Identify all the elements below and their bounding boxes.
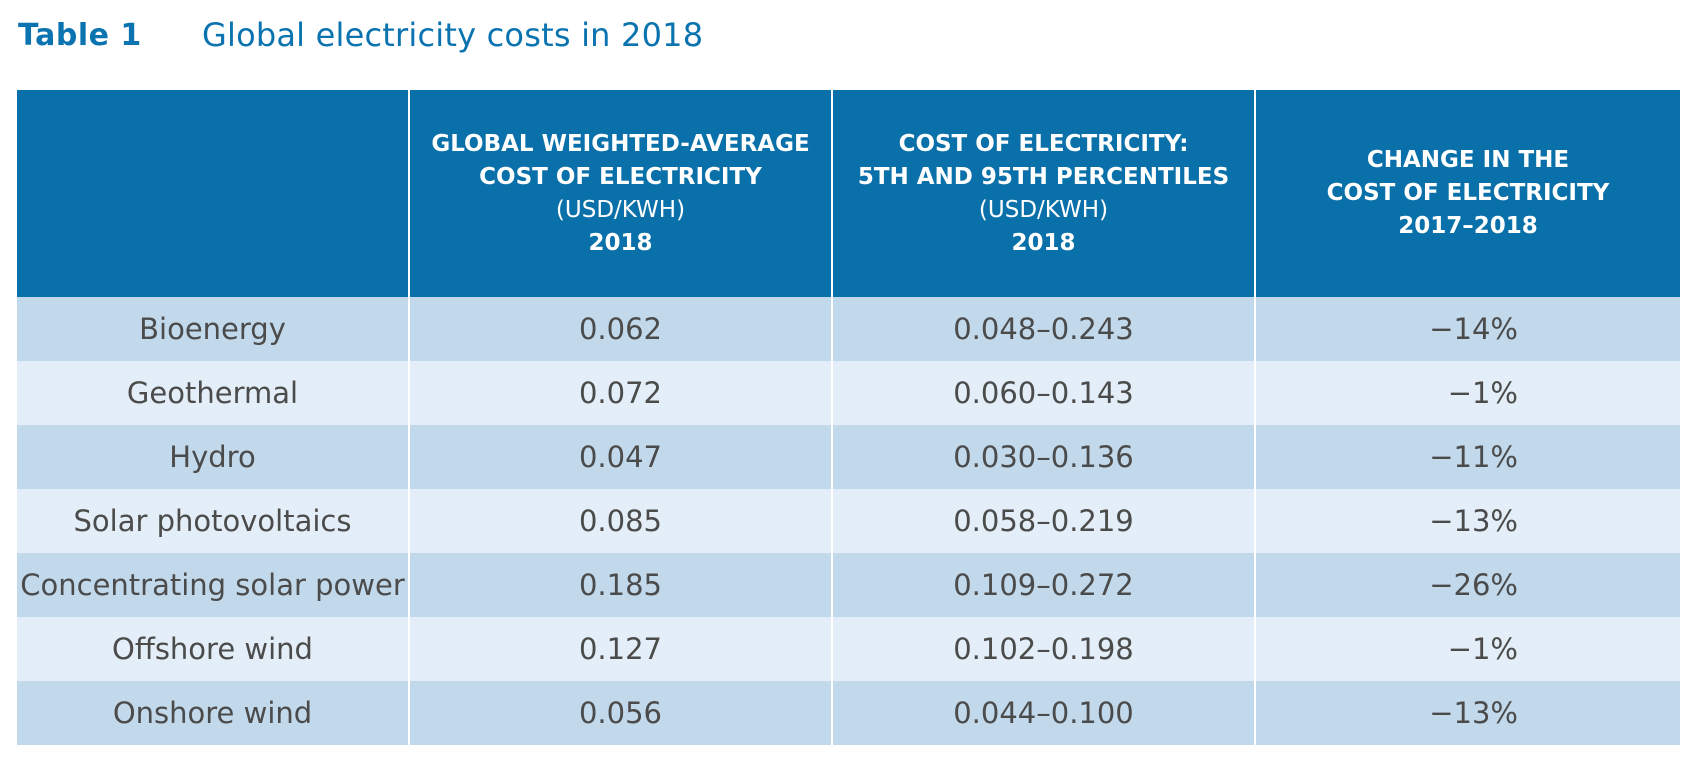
cell-change: −26%: [1254, 553, 1680, 617]
header-percentiles-unit: (USD/KWH): [978, 196, 1109, 223]
cell-change: −1%: [1254, 361, 1680, 425]
change-value: −14%: [1429, 312, 1518, 346]
header-change-line1: CHANGE IN THE: [1366, 147, 1570, 173]
cell-technology: Offshore wind: [17, 617, 409, 681]
table-row: Geothermal 0.072 0.060–0.143 −1%: [17, 361, 1680, 425]
cell-technology: Bioenergy: [17, 297, 409, 361]
header-percentiles: COST OF ELECTRICITY: 5TH AND 95TH PERCEN…: [831, 90, 1255, 297]
table-title-bar: Table 1 Global electricity costs in 2018: [18, 10, 703, 60]
change-value: −26%: [1429, 568, 1518, 602]
header-weighted-average-year: 2018: [588, 229, 653, 256]
cell-change: −13%: [1254, 681, 1680, 745]
header-weighted-average-line1: GLOBAL WEIGHTED-AVERAGE: [431, 130, 810, 157]
table-body: Bioenergy 0.062 0.048–0.243 −14% Geother…: [17, 297, 1680, 745]
cell-change: −1%: [1254, 617, 1680, 681]
table-row: Bioenergy 0.062 0.048–0.243 −14%: [17, 297, 1680, 361]
table-header: GLOBAL WEIGHTED-AVERAGE COST OF ELECTRIC…: [17, 90, 1680, 297]
change-value: −11%: [1429, 440, 1518, 474]
cell-technology: Geothermal: [17, 361, 409, 425]
cell-average: 0.085: [408, 489, 832, 553]
header-technology: [17, 90, 409, 297]
change-value: −1%: [1447, 376, 1518, 410]
header-percentiles-line1: COST OF ELECTRICITY:: [898, 130, 1189, 157]
cell-average: 0.127: [408, 617, 832, 681]
header-percentiles-line2: 5TH AND 95TH PERCENTILES: [857, 163, 1230, 190]
cell-range: 0.109–0.272: [831, 553, 1255, 617]
cell-average: 0.062: [408, 297, 832, 361]
cell-range: 0.048–0.243: [831, 297, 1255, 361]
cell-change: −13%: [1254, 489, 1680, 553]
change-value: −13%: [1429, 696, 1518, 730]
cell-range: 0.058–0.219: [831, 489, 1255, 553]
electricity-costs-table: GLOBAL WEIGHTED-AVERAGE COST OF ELECTRIC…: [17, 90, 1680, 745]
cell-technology: Hydro: [17, 425, 409, 489]
table-number-label: Table 1: [18, 17, 142, 53]
table-row: Onshore wind 0.056 0.044–0.100 −13%: [17, 681, 1680, 745]
cell-change: −11%: [1254, 425, 1680, 489]
header-change-line3: 2017–2018: [1398, 213, 1538, 239]
cell-technology: Solar photovoltaics: [17, 489, 409, 553]
cell-change: −14%: [1254, 297, 1680, 361]
cell-range: 0.030–0.136: [831, 425, 1255, 489]
cell-average: 0.047: [408, 425, 832, 489]
change-value: −13%: [1429, 504, 1518, 538]
table-row: Concentrating solar power 0.185 0.109–0.…: [17, 553, 1680, 617]
header-row: GLOBAL WEIGHTED-AVERAGE COST OF ELECTRIC…: [17, 90, 1680, 297]
header-weighted-average-line2: COST OF ELECTRICITY: [479, 163, 762, 190]
table-row: Hydro 0.047 0.030–0.136 −11%: [17, 425, 1680, 489]
header-change-line2: COST OF ELECTRICITY: [1326, 180, 1610, 206]
table-row: Offshore wind 0.127 0.102–0.198 −1%: [17, 617, 1680, 681]
cell-technology: Concentrating solar power: [17, 553, 409, 617]
header-weighted-average: GLOBAL WEIGHTED-AVERAGE COST OF ELECTRIC…: [408, 90, 832, 297]
cell-technology: Onshore wind: [17, 681, 409, 745]
cell-range: 0.102–0.198: [831, 617, 1255, 681]
cell-average: 0.056: [408, 681, 832, 745]
table-title: Global electricity costs in 2018: [202, 16, 704, 54]
header-change: CHANGE IN THE COST OF ELECTRICITY 2017–2…: [1254, 90, 1680, 297]
table-row: Solar photovoltaics 0.085 0.058–0.219 −1…: [17, 489, 1680, 553]
change-value: −1%: [1447, 632, 1518, 666]
cell-average: 0.185: [408, 553, 832, 617]
cell-range: 0.060–0.143: [831, 361, 1255, 425]
cell-range: 0.044–0.100: [831, 681, 1255, 745]
cell-average: 0.072: [408, 361, 832, 425]
header-weighted-average-unit: (USD/KWH): [555, 196, 686, 223]
header-percentiles-year: 2018: [1011, 229, 1076, 256]
